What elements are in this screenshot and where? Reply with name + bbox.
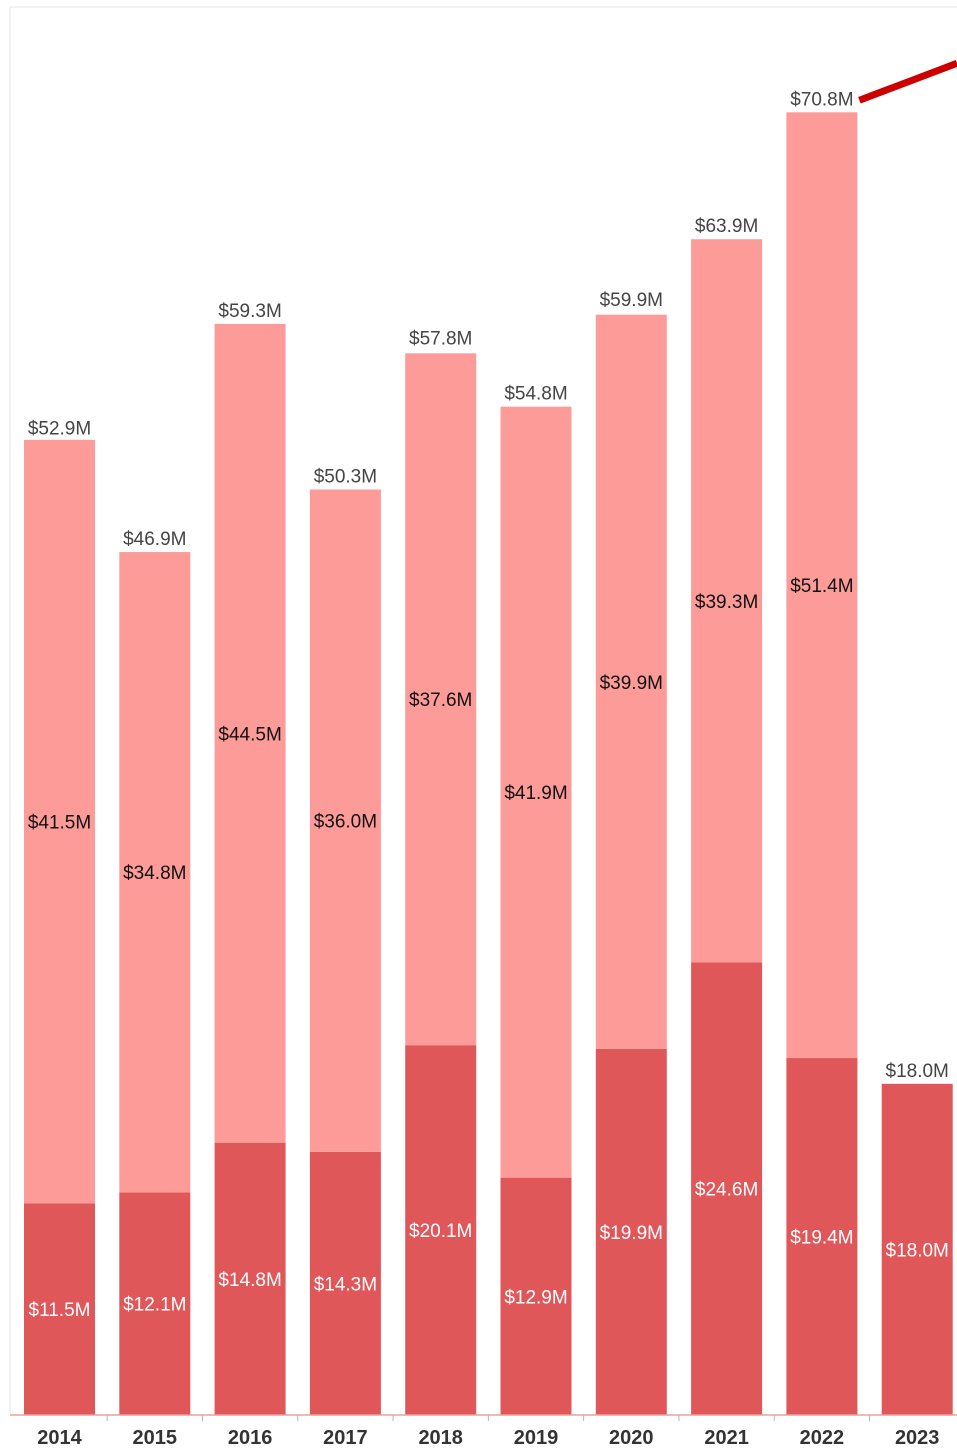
x-tick-2023: 2023 [895, 1427, 940, 1449]
total-label-2015: $46.9M [123, 529, 186, 550]
segment-label-base-2019: $12.9M [504, 1287, 567, 1308]
data-labels-layer: $11.5M $41.5M $52.9M $12.1M $34.8M $46.9M $14.… [28, 89, 949, 1321]
x-axis-ticks: 2014 2015 2016 2017 2018 2019 2020 2021 2022 2023 [37, 1415, 939, 1449]
bar-segment-upper-2021 [691, 239, 763, 963]
x-tick-2019: 2019 [514, 1427, 559, 1449]
x-tick-2018: 2018 [418, 1427, 463, 1449]
segment-label-upper-2021: $39.3M [695, 592, 758, 613]
bar-segment-upper-2017 [309, 489, 381, 1152]
total-label-2014: $52.9M [28, 419, 91, 440]
bar-segment-upper-2018 [405, 353, 477, 1046]
segment-label-base-2022: $19.4M [790, 1228, 853, 1249]
bar-segment-base-2016 [214, 1142, 286, 1415]
bar-segment-base-2021 [691, 962, 763, 1415]
x-tick-2022: 2022 [800, 1427, 845, 1449]
bar-segment-upper-2019 [500, 406, 572, 1178]
segment-label-base-2016: $14.8M [218, 1270, 281, 1291]
x-tick-2015: 2015 [133, 1427, 178, 1449]
bar-segment-base-2017 [309, 1151, 381, 1415]
bar-segment-upper-2015 [119, 552, 191, 1193]
segment-label-base-2018: $20.1M [409, 1221, 472, 1242]
segment-label-base-2021: $24.6M [695, 1180, 758, 1201]
bar-segment-base-2018 [405, 1045, 477, 1415]
total-label-2017: $50.3M [314, 466, 377, 487]
segment-label-upper-2022: $51.4M [790, 576, 853, 597]
segment-label-base-2020: $19.9M [600, 1223, 663, 1244]
segment-label-upper-2017: $36.0M [314, 812, 377, 833]
annotation-layer [858, 60, 957, 104]
segment-label-upper-2018: $37.6M [409, 690, 472, 711]
bar-segment-base-2022 [786, 1058, 858, 1415]
segment-label-upper-2016: $44.5M [218, 724, 281, 745]
segment-label-base-2015: $12.1M [123, 1295, 186, 1316]
bar-segment-base-2023 [881, 1083, 953, 1415]
bar-segment-base-2014 [24, 1203, 95, 1415]
segment-label-base-2017: $14.3M [314, 1274, 377, 1295]
x-tick-2020: 2020 [609, 1427, 654, 1449]
bar-segment-base-2019 [500, 1177, 572, 1415]
total-label-2016: $59.3M [218, 301, 281, 322]
bars-layer [24, 112, 953, 1415]
x-tick-2021: 2021 [704, 1427, 749, 1449]
bar-segment-upper-2016 [214, 323, 286, 1143]
segment-label-upper-2019: $41.9M [504, 783, 567, 804]
x-tick-2017: 2017 [323, 1427, 368, 1449]
bar-segment-base-2015 [119, 1192, 191, 1415]
total-label-2020: $59.9M [600, 290, 663, 311]
bar-segment-upper-2014 [24, 439, 95, 1204]
x-tick-2014: 2014 [37, 1427, 82, 1449]
segment-label-upper-2020: $39.9M [600, 673, 663, 694]
segment-label-base-2014: $11.5M [29, 1300, 91, 1321]
segment-label-upper-2015: $34.8M [123, 863, 186, 884]
bar-segment-upper-2020 [595, 314, 667, 1049]
total-label-2022: $70.8M [790, 89, 853, 110]
segment-label-upper-2014: $41.5M [28, 813, 91, 834]
total-label-2021: $63.9M [695, 216, 758, 237]
x-tick-2016: 2016 [228, 1427, 273, 1449]
bar-segment-base-2020 [595, 1048, 667, 1415]
total-label-2019: $54.8M [504, 384, 567, 405]
annotation-arrow-line [858, 60, 957, 104]
bar-segment-upper-2022 [786, 112, 858, 1059]
total-label-2023: $18.0M [886, 1061, 949, 1082]
total-label-2018: $57.8M [409, 328, 472, 349]
segment-label-base-2023: $18.0M [886, 1240, 949, 1261]
